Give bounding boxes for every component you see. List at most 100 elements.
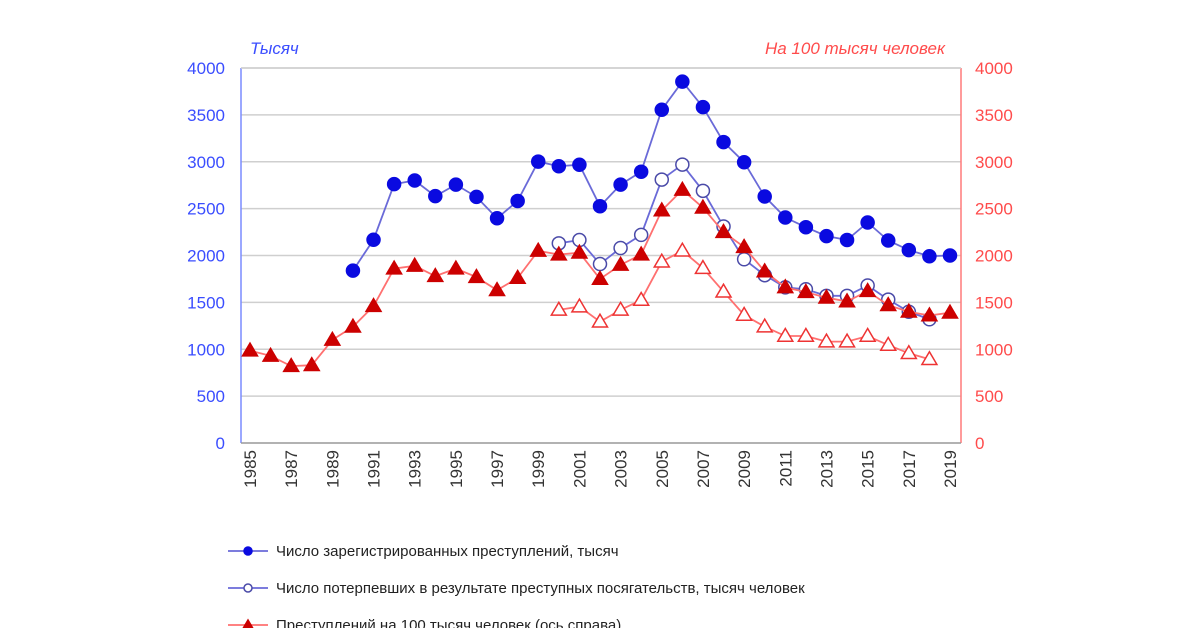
right-y-tick-label: 1000 — [975, 340, 1013, 359]
data-point-series-1 — [572, 157, 587, 172]
data-point-series-1 — [407, 173, 422, 188]
x-tick-label: 1995 — [447, 450, 466, 488]
data-point-series-1 — [819, 228, 834, 244]
data-point-series-1 — [654, 102, 670, 117]
x-tick-label: 2009 — [735, 450, 754, 488]
data-point-series-3 — [591, 269, 609, 285]
x-tick-label: 1999 — [529, 450, 548, 488]
x-tick-label: 1993 — [406, 450, 425, 488]
data-point-series-3 — [261, 346, 280, 362]
data-point-series-1 — [592, 198, 608, 214]
data-point-series-1 — [675, 74, 690, 89]
x-tick-label: 2019 — [941, 450, 960, 488]
x-tick-label: 1989 — [323, 450, 342, 488]
x-tick-label: 2011 — [776, 450, 795, 487]
data-point-series-1 — [428, 188, 443, 204]
legend-label: Число зарегистрированных преступлений, т… — [276, 543, 619, 560]
data-point-series-4 — [797, 327, 815, 343]
x-tick-label: 1985 — [241, 450, 260, 488]
data-point-series-3 — [405, 256, 424, 272]
data-point-series-3 — [467, 268, 486, 284]
data-point-series-3 — [694, 198, 712, 214]
data-point-series-1 — [942, 248, 958, 263]
data-point-series-1 — [530, 154, 546, 169]
left-y-tick-label: 0 — [216, 434, 225, 453]
legend-marker — [242, 618, 254, 628]
data-point-series-4 — [570, 297, 589, 313]
data-point-series-3 — [858, 282, 877, 298]
data-point-series-1 — [839, 232, 855, 248]
left-y-tick-label: 1500 — [187, 293, 225, 312]
left-y-tick-label: 3500 — [187, 106, 225, 125]
x-tick-label: 2003 — [612, 450, 631, 488]
data-point-series-3 — [550, 245, 568, 261]
right-y-tick-label: 1500 — [975, 293, 1013, 312]
data-point-series-3 — [797, 283, 815, 299]
data-point-series-3 — [879, 296, 898, 312]
data-point-series-4 — [900, 344, 918, 360]
data-point-series-1 — [489, 211, 505, 226]
data-point-series-4 — [694, 259, 712, 275]
data-point-series-4 — [673, 241, 692, 257]
data-point-series-3 — [447, 259, 465, 275]
x-tick-label: 2001 — [570, 450, 589, 488]
right-y-tick-label: 0 — [975, 434, 984, 453]
left-y-tick-label: 4000 — [187, 59, 225, 78]
data-point-series-3 — [920, 306, 939, 322]
data-point-series-4 — [714, 282, 733, 298]
data-point-series-2 — [675, 157, 690, 172]
legend-label: Число потерпевших в результате преступны… — [276, 580, 805, 597]
right-y-tick-label: 3000 — [975, 153, 1013, 172]
data-point-series-4 — [632, 291, 650, 307]
x-tick-label: 2005 — [653, 450, 672, 488]
data-point-series-3 — [673, 180, 692, 196]
x-tick-label: 1997 — [488, 450, 507, 488]
data-point-series-3 — [529, 241, 548, 257]
data-point-series-3 — [611, 255, 630, 271]
series-line-1 — [352, 80, 951, 272]
data-point-series-3 — [755, 262, 774, 278]
data-point-series-2 — [654, 172, 670, 187]
data-point-series-2 — [592, 256, 608, 272]
data-point-series-4 — [838, 332, 856, 348]
data-point-series-1 — [695, 99, 711, 115]
right-y-tick-label: 2000 — [975, 247, 1013, 266]
data-point-series-1 — [880, 233, 896, 248]
data-point-series-1 — [922, 249, 937, 264]
data-point-series-4 — [858, 327, 877, 343]
data-point-series-3 — [426, 267, 445, 283]
data-point-series-1 — [366, 232, 381, 247]
legend-marker — [243, 583, 253, 593]
left-y-tick-label: 500 — [197, 387, 225, 406]
x-tick-label: 2015 — [859, 450, 878, 488]
data-point-series-3 — [900, 302, 918, 318]
data-point-series-1 — [469, 189, 484, 205]
data-point-series-1 — [757, 189, 772, 204]
data-point-series-3 — [776, 278, 795, 294]
x-tick-label: 1987 — [282, 450, 301, 488]
data-point-series-3 — [344, 317, 362, 333]
data-point-series-1 — [448, 177, 464, 192]
x-tick-label: 2013 — [817, 450, 836, 488]
data-point-series-3 — [364, 297, 383, 313]
data-point-series-2 — [633, 227, 649, 243]
data-point-series-4 — [591, 312, 609, 328]
data-point-series-4 — [652, 252, 671, 268]
x-tick-label: 1991 — [365, 450, 384, 488]
data-point-series-1 — [386, 176, 402, 192]
data-point-series-4 — [920, 350, 939, 366]
data-point-series-1 — [510, 193, 525, 209]
data-point-series-4 — [735, 306, 753, 322]
data-point-series-1 — [736, 154, 752, 170]
data-point-series-4 — [550, 300, 568, 316]
left-axis-title: Тысяч — [250, 39, 299, 58]
right-axis-title: На 100 тысяч человек — [765, 39, 946, 58]
data-point-series-1 — [716, 134, 731, 150]
data-point-series-3 — [323, 330, 342, 346]
data-point-series-2 — [695, 183, 711, 199]
data-point-series-3 — [385, 259, 403, 275]
right-y-tick-label: 4000 — [975, 59, 1013, 78]
left-y-tick-label: 1000 — [187, 340, 225, 359]
data-point-series-4 — [755, 317, 774, 333]
